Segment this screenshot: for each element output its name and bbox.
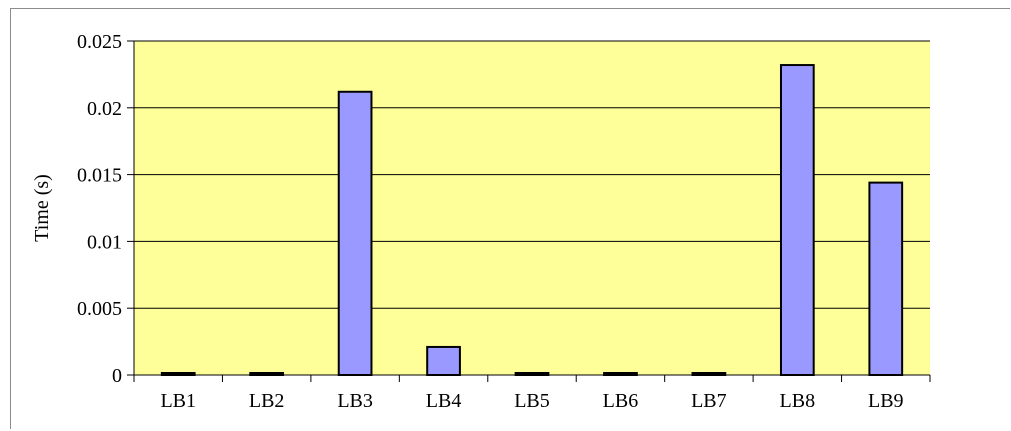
- axes: [127, 40, 931, 382]
- bar-lb4: [426, 345, 461, 376]
- x-tick-label: LB4: [426, 390, 462, 412]
- x-tick-labels: LB1 LB2 LB3 LB4 LB5 LB6 LB7 LB8 LB9: [160, 390, 903, 412]
- y-tick-label: 0.02: [87, 98, 122, 120]
- x-tick-label: LB3: [337, 390, 373, 412]
- x-tick-label: LB9: [868, 390, 904, 412]
- y-tick-labels: 0 0.005 0.01 0.015 0.02 0.025: [77, 31, 122, 387]
- bar-lb9: [868, 181, 904, 376]
- x-tick-label: LB7: [691, 390, 727, 412]
- y-tick-label: 0.01: [87, 231, 122, 253]
- x-tick-label: LB2: [249, 390, 285, 412]
- y-tick-label: 0.005: [77, 298, 122, 320]
- bar-lb3: [337, 90, 373, 376]
- x-tick-label: LB6: [603, 390, 639, 412]
- y-tick-label: 0.015: [77, 165, 122, 187]
- x-tick-label: LB1: [160, 390, 196, 412]
- bar-lb8: [779, 64, 815, 376]
- x-tick-label: LB5: [514, 390, 550, 412]
- y-tick-label: 0: [112, 365, 122, 387]
- y-axis-title: Time (s): [31, 174, 53, 242]
- y-tick-label: 0.025: [77, 31, 122, 53]
- x-tick-label: LB8: [780, 390, 816, 412]
- bars: [160, 64, 904, 376]
